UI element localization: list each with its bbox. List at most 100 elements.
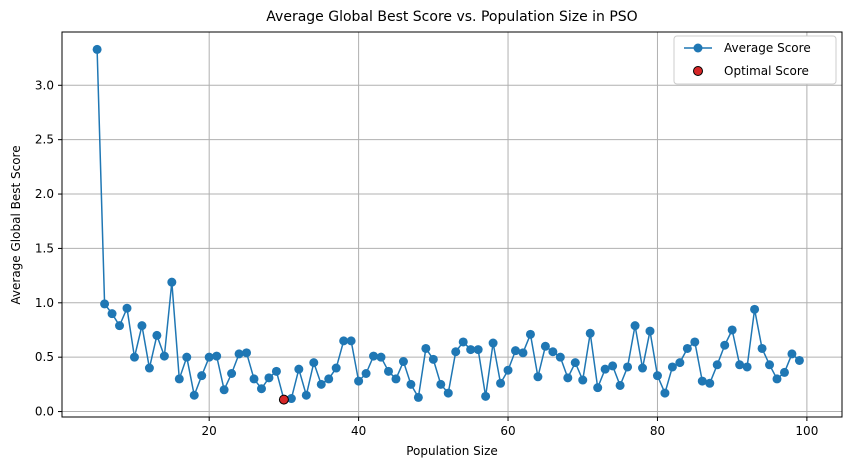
data-point-average-score <box>309 358 319 368</box>
data-point-average-score <box>600 364 610 374</box>
data-point-average-score <box>204 352 214 362</box>
grid <box>62 32 842 417</box>
data-point-average-score <box>593 383 603 393</box>
data-point-average-score <box>660 388 670 398</box>
data-point-average-score <box>264 373 274 383</box>
data-point-average-score <box>369 351 379 361</box>
data-point-average-score <box>645 326 655 336</box>
y-tick-label: 3.0 <box>35 78 54 92</box>
data-point-average-score <box>727 325 737 335</box>
data-point-average-score <box>690 337 700 347</box>
x-tick-label: 60 <box>500 424 515 438</box>
data-point-average-score <box>451 347 461 357</box>
data-point-average-score <box>376 352 386 362</box>
data-point-average-score <box>458 337 468 347</box>
data-point-average-score <box>578 375 588 385</box>
series-layer <box>92 44 804 405</box>
data-point-average-score <box>563 373 573 383</box>
x-tick-label: 20 <box>202 424 217 438</box>
data-point-average-score <box>294 364 304 374</box>
legend: Average Score Optimal Score <box>673 35 837 85</box>
data-point-average-score <box>331 363 341 373</box>
data-point-average-score <box>779 367 789 377</box>
data-point-average-score <box>630 321 640 331</box>
data-point-average-score <box>406 379 416 389</box>
data-point-average-score <box>242 348 252 358</box>
data-point-average-score <box>705 378 715 388</box>
data-point-average-score <box>615 380 625 390</box>
data-point-average-score <box>219 385 229 395</box>
data-point-average-score <box>750 304 760 314</box>
chart-title: Average Global Best Score vs. Population… <box>266 9 637 25</box>
data-point-average-score <box>787 349 797 359</box>
data-point-average-score <box>115 321 125 331</box>
data-point-optimal-score <box>278 394 289 405</box>
data-point-average-score <box>488 338 498 348</box>
data-point-average-score <box>765 360 775 370</box>
data-point-average-score <box>413 392 423 402</box>
data-point-average-score <box>137 321 147 331</box>
plot-frame <box>61 31 843 418</box>
data-point-average-score <box>720 340 730 350</box>
data-point-average-score <box>466 345 476 355</box>
data-point-average-score <box>174 374 184 384</box>
data-point-average-score <box>533 372 543 382</box>
y-tick-label: 2.0 <box>35 187 54 201</box>
data-point-average-score <box>443 388 453 398</box>
data-point-average-score <box>144 363 154 373</box>
data-point-average-score <box>197 371 207 381</box>
data-point-average-score <box>712 360 722 370</box>
data-point-average-score <box>234 349 244 359</box>
data-point-average-score <box>421 343 431 353</box>
data-point-average-score <box>548 347 558 357</box>
data-point-average-score <box>525 329 535 339</box>
data-point-average-score <box>256 384 266 394</box>
y-axis-label: Average Global Best Score <box>9 145 23 304</box>
data-point-average-score <box>667 362 677 372</box>
data-point-average-score <box>675 358 685 368</box>
data-point-average-score <box>339 336 349 346</box>
data-point-average-score <box>555 352 565 362</box>
data-point-average-score <box>503 365 513 375</box>
data-point-average-score <box>249 374 259 384</box>
data-point-average-score <box>742 362 752 372</box>
legend-box <box>673 35 837 85</box>
data-point-average-score <box>391 374 401 384</box>
y-tick-label: 0.0 <box>35 405 54 419</box>
y-axis: 0.0 0.5 1.0 1.5 2.0 2.5 3.0 <box>35 78 62 419</box>
data-point-average-score <box>481 391 491 401</box>
data-point-average-score <box>518 348 528 358</box>
data-point-average-score <box>346 336 356 346</box>
data-point-average-score <box>383 366 393 376</box>
y-tick-label: 1.0 <box>35 296 54 310</box>
data-point-average-score <box>227 368 237 378</box>
data-point-average-score <box>100 299 110 309</box>
data-point-average-score <box>436 379 446 389</box>
data-point-average-score <box>638 363 648 373</box>
data-point-average-score <box>473 345 483 355</box>
data-point-average-score <box>361 368 371 378</box>
data-point-average-score <box>585 328 595 338</box>
data-point-average-score <box>354 376 364 386</box>
data-point-average-score <box>286 394 296 404</box>
x-axis-label: Population Size <box>406 444 498 458</box>
data-point-average-score <box>540 341 550 351</box>
x-tick-label: 100 <box>795 424 818 438</box>
x-tick-label: 40 <box>351 424 366 438</box>
data-point-average-score <box>652 371 662 381</box>
data-point-average-score <box>122 303 132 313</box>
data-point-average-score <box>496 378 506 388</box>
data-point-average-score <box>92 44 102 54</box>
y-tick-label: 1.5 <box>35 241 54 255</box>
data-point-average-score <box>152 330 162 340</box>
data-point-average-score <box>271 366 281 376</box>
data-point-average-score <box>398 357 408 367</box>
data-point-average-score <box>697 376 707 386</box>
plot-background <box>62 32 842 417</box>
data-point-average-score <box>735 360 745 370</box>
data-point-average-score <box>182 352 192 362</box>
data-point-average-score <box>316 379 326 389</box>
data-point-average-score <box>324 374 334 384</box>
x-axis: 20 40 60 80 100 <box>202 417 818 438</box>
data-point-average-score <box>301 390 311 400</box>
